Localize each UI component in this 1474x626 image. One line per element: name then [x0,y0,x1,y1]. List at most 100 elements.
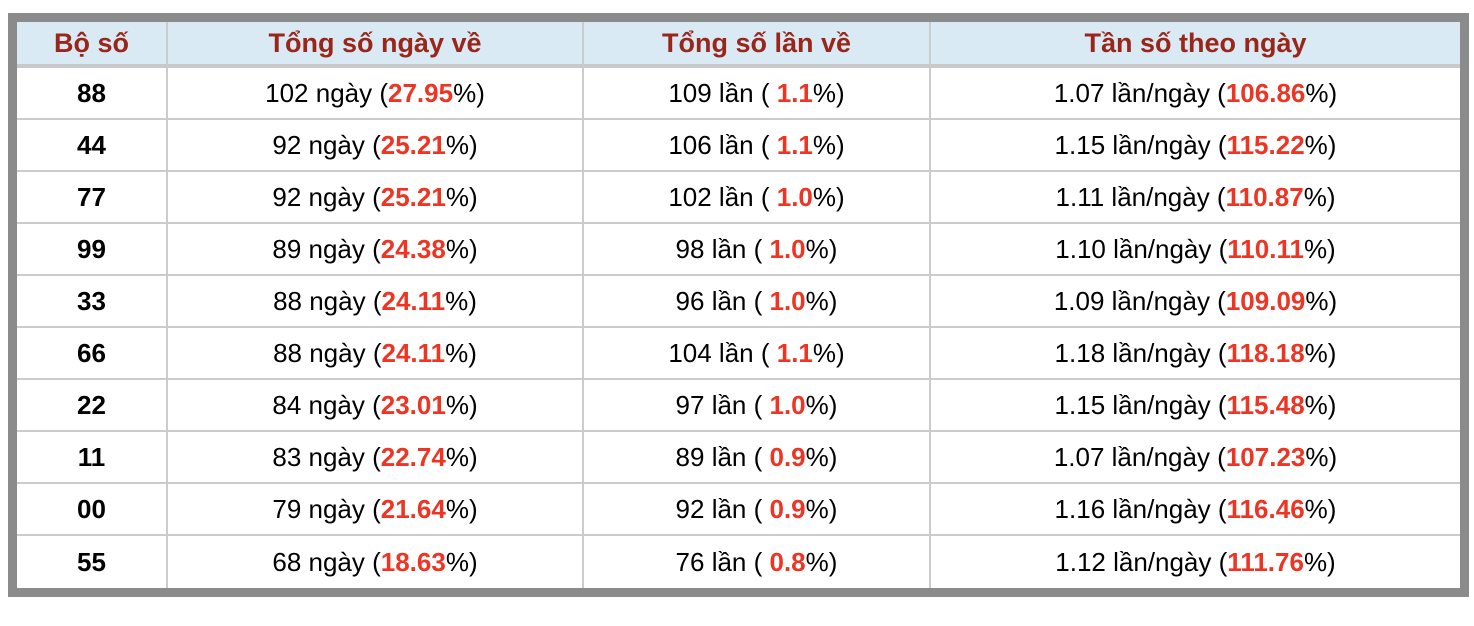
times-text: 102 lần ( [668,181,777,212]
total-times-cell: 106 lần ( 1.1%) [584,120,931,172]
days-percent: 24.38 [380,233,446,264]
days-text: 102 ngày ( [265,77,388,108]
total-days-cell: 88 ngày (24.11%) [168,328,584,380]
total-times-cell: 104 lần ( 1.1%) [584,328,931,380]
table-row: 22 84 ngày (23.01%) 97 lần ( 1.0%) 1.15 … [17,380,1460,432]
times-text: 98 lần ( [675,233,770,264]
days-close: %) [445,233,478,264]
days-percent: 23.01 [380,389,446,420]
times-percent: 1.1 [776,129,813,160]
table-row: 00 79 ngày (21.64%) 92 lần ( 0.9%) 1.16 … [17,484,1460,536]
total-times-cell: 102 lần ( 1.0%) [584,172,931,224]
daily-frequency-cell: 1.15 lần/ngày (115.22%) [931,120,1460,172]
days-percent: 25.21 [380,129,446,160]
freq-percent: 110.87 [1225,181,1304,212]
total-times-cell: 109 lần ( 1.1%) [584,68,931,120]
times-text: 96 lần ( [675,285,770,316]
daily-frequency-cell: 1.07 lần/ngày (106.86%) [931,68,1460,120]
pair-value: 66 [17,328,168,380]
freq-text: 1.11 lần/ngày ( [1055,181,1226,212]
days-close: %) [445,129,478,160]
times-close: %) [805,493,838,524]
days-percent: 22.74 [380,441,446,472]
freq-text: 1.07 lần/ngày ( [1053,441,1226,472]
times-close: %) [805,389,838,420]
times-close: %) [805,546,838,577]
total-days-cell: 68 ngày (18.63%) [168,536,584,588]
total-times-cell: 92 lần ( 0.9%) [584,484,931,536]
freq-text: 1.07 lần/ngày ( [1053,77,1226,108]
days-close: %) [445,337,477,368]
times-percent: 0.9 [769,441,806,472]
daily-frequency-cell: 1.09 lần/ngày (109.09%) [931,276,1460,328]
freq-text: 1.15 lần/ngày ( [1054,389,1227,420]
freq-percent: 106.86 [1225,77,1306,108]
days-percent: 24.11 [381,285,446,316]
daily-frequency-cell: 1.07 lần/ngày (107.23%) [931,432,1460,484]
freq-percent: 115.48 [1226,389,1305,420]
times-percent: 1.1 [776,337,813,368]
freq-percent: 115.22 [1226,129,1305,160]
freq-percent: 118.18 [1226,337,1305,368]
pair-value: 00 [17,484,168,536]
freq-close: %) [1303,181,1336,212]
times-text: 104 lần ( [668,337,777,368]
total-days-cell: 92 ngày (25.21%) [168,172,584,224]
pair-value: 88 [17,68,168,120]
days-close: %) [445,285,477,316]
times-text: 97 lần ( [675,389,770,420]
total-days-cell: 88 ngày (24.11%) [168,276,584,328]
table-row: 66 88 ngày (24.11%) 104 lần ( 1.1%) 1.18… [17,328,1460,380]
table-row: 11 83 ngày (22.74%) 89 lần ( 0.9%) 1.07 … [17,432,1460,484]
header-total-days: Tổng số ngày về [168,22,584,68]
total-days-cell: 83 ngày (22.74%) [168,432,584,484]
days-text: 92 ngày ( [272,129,381,160]
freq-close: %) [1304,493,1337,524]
days-close: %) [445,181,478,212]
freq-close: %) [1303,233,1336,264]
freq-close: %) [1305,77,1338,108]
days-percent: 21.64 [380,493,446,524]
freq-percent: 109.09 [1225,285,1306,316]
header-row: Bộ số Tổng số ngày về Tổng số lần về Tần… [17,22,1460,68]
times-text: 109 lần ( [668,77,777,108]
days-text: 84 ngày ( [272,389,381,420]
daily-frequency-cell: 1.16 lần/ngày (116.46%) [931,484,1460,536]
header-daily-frequency: Tần số theo ngày [931,22,1460,68]
times-close: %) [805,285,838,316]
total-days-cell: 92 ngày (25.21%) [168,120,584,172]
freq-text: 1.12 lần/ngày ( [1055,546,1228,577]
header-total-times: Tổng số lần về [584,22,931,68]
freq-percent: 111.76 [1227,546,1304,577]
table-row: 55 68 ngày (18.63%) 76 lần ( 0.8%) 1.12 … [17,536,1460,588]
days-text: 83 ngày ( [272,441,381,472]
freq-percent: 110.11 [1227,233,1304,264]
total-days-cell: 84 ngày (23.01%) [168,380,584,432]
freq-text: 1.16 lần/ngày ( [1054,493,1227,524]
days-close: %) [445,441,478,472]
freq-percent: 116.46 [1226,493,1305,524]
freq-text: 1.18 lần/ngày ( [1054,337,1227,368]
days-percent: 24.11 [381,337,446,368]
times-percent: 0.9 [769,493,806,524]
days-percent: 27.95 [388,77,454,108]
daily-frequency-cell: 1.12 lần/ngày (111.76%) [931,536,1460,588]
table-row: 99 89 ngày (24.38%) 98 lần ( 1.0%) 1.10 … [17,224,1460,276]
pair-value: 99 [17,224,168,276]
days-close: %) [445,546,478,577]
days-text: 92 ngày ( [272,181,381,212]
times-close: %) [812,337,845,368]
times-percent: 1.1 [776,77,813,108]
times-text: 89 lần ( [675,441,770,472]
days-text: 88 ngày ( [273,337,382,368]
freq-percent: 107.23 [1225,441,1306,472]
freq-text: 1.15 lần/ngày ( [1054,129,1227,160]
times-percent: 1.0 [776,181,813,212]
pair-value: 44 [17,120,168,172]
times-close: %) [805,233,838,264]
days-close: %) [445,389,478,420]
freq-close: %) [1305,285,1338,316]
total-days-cell: 89 ngày (24.38%) [168,224,584,276]
times-text: 76 lần ( [675,546,770,577]
days-text: 88 ngày ( [273,285,382,316]
